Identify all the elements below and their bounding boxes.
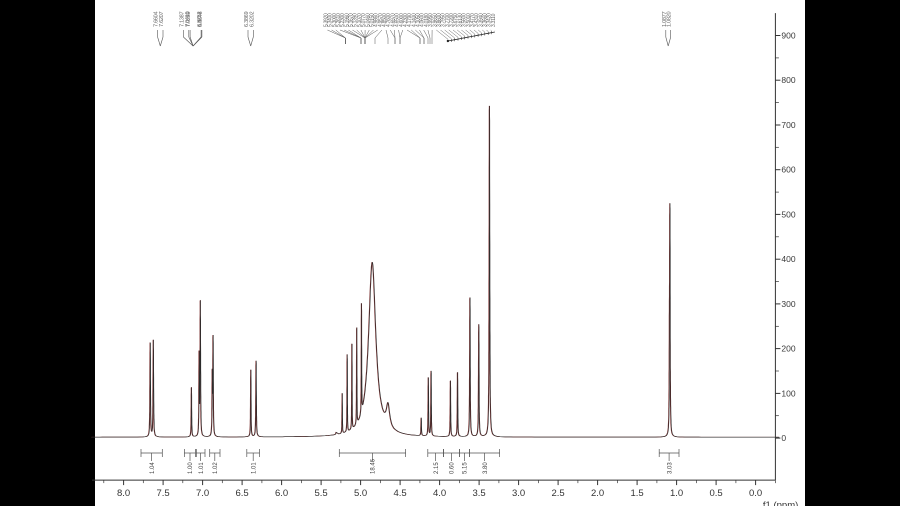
svg-text:500: 500 (781, 209, 795, 219)
svg-text:400: 400 (781, 254, 795, 264)
svg-text:200: 200 (781, 344, 795, 354)
svg-text:8.0: 8.0 (117, 488, 130, 499)
svg-text:6.5: 6.5 (235, 488, 248, 499)
svg-text:2.5: 2.5 (551, 488, 564, 499)
svg-text:5.0: 5.0 (354, 488, 367, 499)
svg-text:3.80: 3.80 (483, 462, 489, 474)
svg-text:3.3110: 3.3110 (491, 13, 497, 27)
svg-text:3.0: 3.0 (512, 488, 525, 499)
svg-text:1.00: 1.00 (188, 462, 194, 474)
svg-text:5.5: 5.5 (314, 488, 327, 499)
svg-text:1.04: 1.04 (150, 462, 156, 474)
svg-text:7.0259: 7.0259 (186, 12, 192, 27)
svg-text:1.01: 1.01 (199, 462, 205, 474)
svg-text:4.5: 4.5 (393, 488, 406, 499)
svg-text:0.5: 0.5 (709, 488, 722, 499)
svg-text:1.01: 1.01 (251, 462, 257, 474)
svg-text:6.3202: 6.3202 (249, 12, 255, 27)
svg-text:100: 100 (781, 388, 795, 398)
svg-text:0: 0 (781, 433, 786, 443)
svg-text:800: 800 (781, 75, 795, 85)
svg-text:300: 300 (781, 299, 795, 309)
svg-text:4.0: 4.0 (433, 488, 446, 499)
svg-text:900: 900 (781, 31, 795, 41)
svg-text:6.8648: 6.8648 (198, 12, 204, 27)
svg-text:6.0: 6.0 (275, 488, 288, 499)
svg-text:600: 600 (781, 165, 795, 175)
svg-text:3.03: 3.03 (667, 462, 673, 474)
svg-text:7.5: 7.5 (156, 488, 169, 499)
svg-text:700: 700 (781, 120, 795, 130)
svg-text:2.15: 2.15 (434, 462, 440, 474)
svg-text:7.6207: 7.6207 (159, 12, 165, 27)
svg-text:0.60: 0.60 (450, 462, 456, 474)
svg-text:2.0: 2.0 (591, 488, 604, 499)
svg-text:1.5: 1.5 (630, 488, 643, 499)
svg-text:1.0: 1.0 (670, 488, 683, 499)
svg-text:5.15: 5.15 (463, 462, 469, 474)
svg-text:18.46: 18.46 (371, 458, 377, 474)
svg-text:1.0820: 1.0820 (667, 12, 673, 27)
svg-text:3.5: 3.5 (472, 488, 485, 499)
svg-text:1.02: 1.02 (213, 462, 219, 474)
svg-text:f1 (ppm): f1 (ppm) (763, 500, 798, 506)
svg-text:7.0: 7.0 (196, 488, 209, 499)
svg-text:0.0: 0.0 (749, 488, 762, 499)
